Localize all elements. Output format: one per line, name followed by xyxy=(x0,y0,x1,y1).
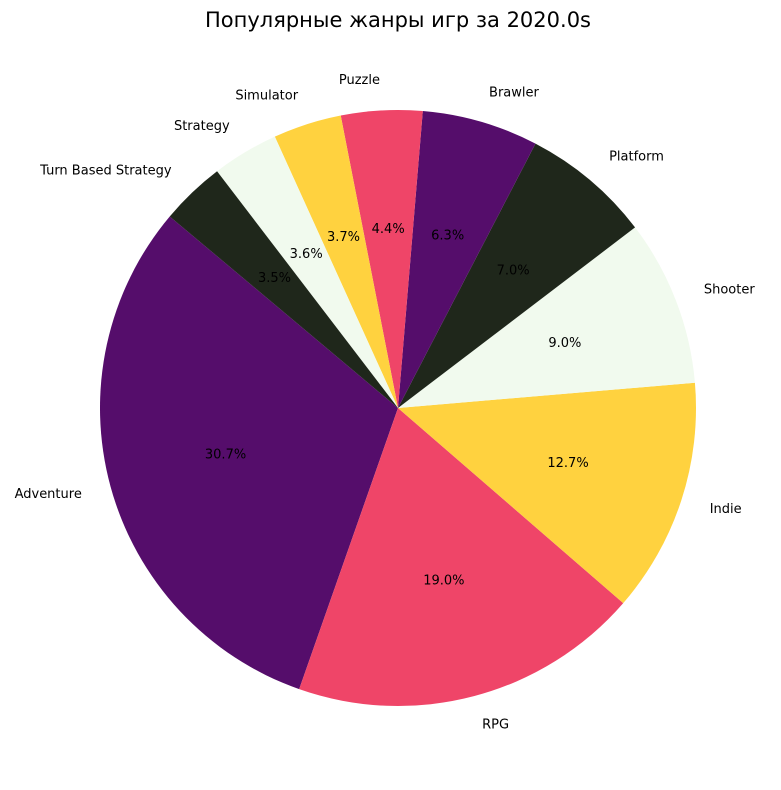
slice-percent-label: 9.0% xyxy=(548,336,581,351)
slice-percent-label: 7.0% xyxy=(497,264,530,279)
slice-percent-label: 19.0% xyxy=(423,573,464,588)
slice-percent-label: 12.7% xyxy=(547,456,588,471)
slice-label: Turn Based Strategy xyxy=(39,163,172,178)
slice-label: Adventure xyxy=(15,487,82,502)
pie-slice-brawler xyxy=(398,111,536,408)
slice-label: Puzzle xyxy=(339,73,380,88)
slice-label: Shooter xyxy=(704,283,755,298)
pie-slice-adventure xyxy=(99,216,398,690)
slice-label: Platform xyxy=(609,150,664,165)
slice-label: Strategy xyxy=(174,119,230,134)
pie-slice-rpg xyxy=(299,408,624,707)
slice-percent-label: 4.4% xyxy=(372,222,405,237)
chart-title: Популярные жанры игр за 2020.0s xyxy=(205,8,591,32)
slice-label: RPG xyxy=(482,717,509,732)
pie-slice-puzzle xyxy=(340,110,423,408)
pie-slice-simulator xyxy=(274,115,398,409)
pie-slice-platform xyxy=(398,143,636,408)
pie-slice-strategy xyxy=(217,136,398,408)
pie-slice-shooter xyxy=(398,227,695,408)
slice-percent-label: 3.7% xyxy=(327,230,360,245)
slice-label: Brawler xyxy=(489,86,539,101)
slice-percent-label: 6.3% xyxy=(431,229,464,244)
slice-percent-label: 3.5% xyxy=(258,271,291,286)
pie-slice-indie xyxy=(398,382,696,604)
slice-label: Indie xyxy=(710,502,742,517)
slice-percent-label: 3.6% xyxy=(290,247,323,262)
pie-slice-turn-based-strategy xyxy=(169,171,398,408)
slice-percent-label: 30.7% xyxy=(205,448,246,463)
slice-label: Simulator xyxy=(235,88,298,103)
